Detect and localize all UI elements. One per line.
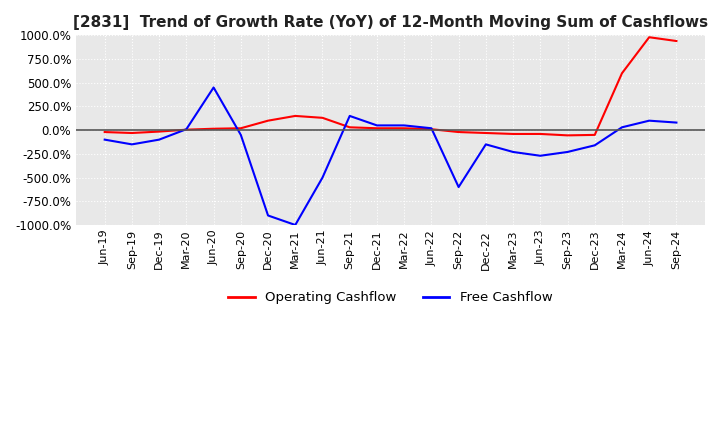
Free Cashflow (454, 184, 463, 190)
Operating Cashflow (563, 133, 572, 138)
Legend: Operating Cashflow, Free Cashflow: Operating Cashflow, Free Cashflow (223, 286, 558, 309)
Free Cashflow (618, 125, 626, 130)
Free Cashflow (373, 123, 382, 128)
Operating Cashflow (291, 113, 300, 118)
Operating Cashflow (210, 126, 218, 132)
Operating Cashflow (590, 132, 599, 138)
Operating Cashflow (536, 131, 544, 136)
Line: Operating Cashflow: Operating Cashflow (104, 37, 676, 136)
Operating Cashflow (236, 125, 245, 131)
Operating Cashflow (427, 127, 436, 132)
Operating Cashflow (264, 118, 272, 123)
Title: [2831]  Trend of Growth Rate (YoY) of 12-Month Moving Sum of Cashflows: [2831] Trend of Growth Rate (YoY) of 12-… (73, 15, 708, 30)
Free Cashflow (264, 213, 272, 218)
Free Cashflow (645, 118, 654, 123)
Free Cashflow (236, 132, 245, 138)
Free Cashflow (182, 127, 191, 132)
Operating Cashflow (454, 129, 463, 135)
Operating Cashflow (509, 131, 518, 136)
Free Cashflow (155, 137, 163, 142)
Free Cashflow (210, 85, 218, 90)
Free Cashflow (563, 149, 572, 154)
Operating Cashflow (100, 129, 109, 135)
Free Cashflow (590, 143, 599, 148)
Operating Cashflow (482, 130, 490, 136)
Operating Cashflow (127, 130, 136, 136)
Free Cashflow (509, 149, 518, 154)
Operating Cashflow (618, 71, 626, 76)
Free Cashflow (318, 175, 327, 180)
Operating Cashflow (672, 38, 680, 44)
Free Cashflow (100, 137, 109, 142)
Operating Cashflow (645, 35, 654, 40)
Operating Cashflow (400, 125, 408, 131)
Free Cashflow (482, 142, 490, 147)
Free Cashflow (127, 142, 136, 147)
Free Cashflow (536, 153, 544, 158)
Free Cashflow (400, 123, 408, 128)
Operating Cashflow (318, 115, 327, 121)
Line: Free Cashflow: Free Cashflow (104, 88, 676, 225)
Free Cashflow (346, 113, 354, 118)
Operating Cashflow (155, 129, 163, 134)
Operating Cashflow (346, 125, 354, 130)
Operating Cashflow (373, 125, 382, 131)
Operating Cashflow (182, 127, 191, 132)
Free Cashflow (427, 125, 436, 131)
Free Cashflow (672, 120, 680, 125)
Free Cashflow (291, 222, 300, 227)
